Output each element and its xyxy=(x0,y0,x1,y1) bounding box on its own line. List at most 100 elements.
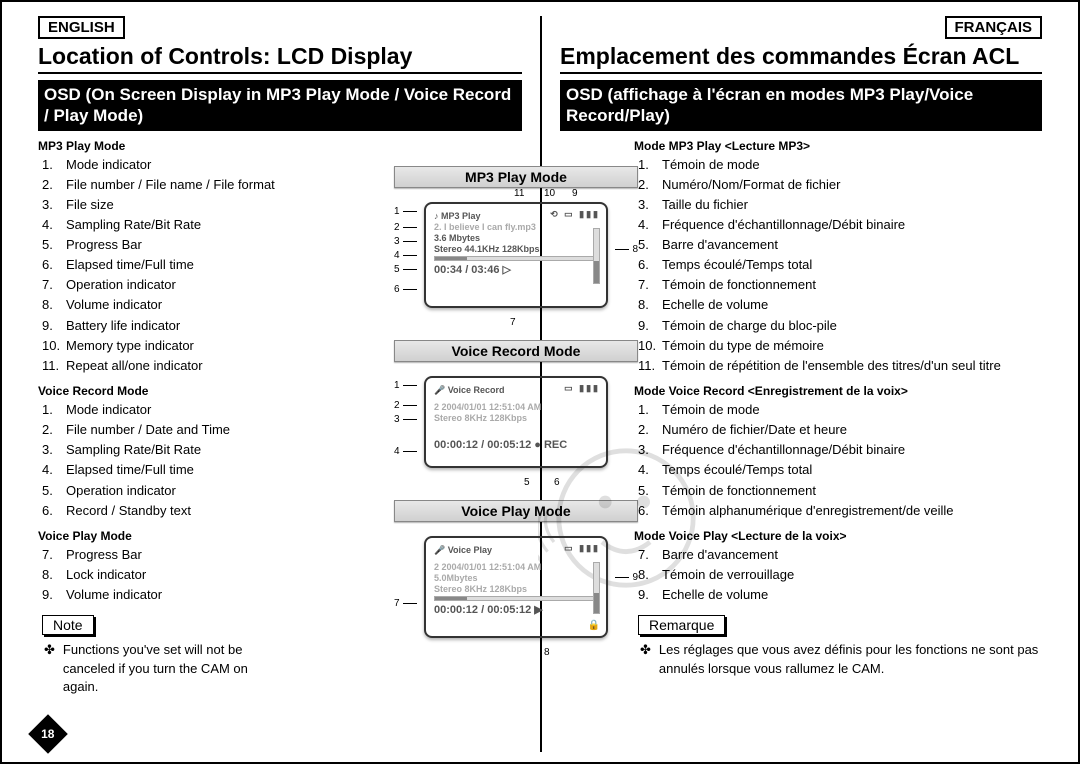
callout: 7 xyxy=(510,317,516,328)
note-text-fr: Les réglages que vous avez définis pour … xyxy=(634,641,1042,677)
list-item: 11.Repeat all/one indicator xyxy=(42,356,276,376)
lcd-screen: ⟲ ▭ ▮▮▮ ♪ MP3 Play 2. I believe I can fl… xyxy=(424,202,608,308)
heading-mp3-fr: Mode MP3 Play <Lecture MP3> xyxy=(634,139,1042,153)
list-item: 6.Témoin alphanumérique d'enregistrement… xyxy=(638,501,1042,521)
lcd-rate: Stereo 44.1KHz 128Kbps xyxy=(434,244,598,254)
lcd-vplay: 7 9 8 ▭ ▮▮▮ 🎤 Voice Play 2 2004/01/01 12… xyxy=(394,528,638,654)
list-item: 3.File size xyxy=(42,195,276,215)
callout: 5 xyxy=(524,477,530,488)
callout: 4 xyxy=(394,446,417,457)
list-item: 2.Numéro/Nom/Format de fichier xyxy=(638,175,1042,195)
title-fr: Emplacement des commandes Écran ACL xyxy=(560,43,1042,74)
heading-vplay-en: Voice Play Mode xyxy=(38,529,276,543)
note-text-en: Functions you've set will not be cancele… xyxy=(38,641,276,696)
list-item: 8.Témoin de verrouillage xyxy=(638,565,1042,585)
lcd-file: 2 2004/01/01 12:51:04 AM xyxy=(434,402,598,412)
list-item: 3.Fréquence d'échantillonnage/Débit bina… xyxy=(638,440,1042,460)
status-icons: ⟲ ▭ ▮▮▮ xyxy=(550,209,600,220)
callout: 9 xyxy=(615,572,638,583)
lcd-vrec: 1 2 3 4 5 6 ▭ ▮▮▮ 🎤 Voice Record 2 2004/… xyxy=(394,368,638,484)
list-item: 9.Volume indicator xyxy=(42,585,276,605)
callout: 6 xyxy=(554,477,560,488)
list-vrec-fr: 1.Témoin de mode2.Numéro de fichier/Date… xyxy=(638,400,1042,521)
list-vplay-fr: 7.Barre d'avancement8.Témoin de verrouil… xyxy=(638,545,1042,605)
list-item: 10.Memory type indicator xyxy=(42,336,276,356)
status-icons: ▭ ▮▮▮ xyxy=(564,383,600,394)
list-item: 11.Témoin de répétition de l'ensemble de… xyxy=(638,356,1042,376)
list-item: 1.Témoin de mode xyxy=(638,155,1042,175)
list-item: 5.Barre d'avancement xyxy=(638,235,1042,255)
note-label-en: Note xyxy=(42,615,94,635)
callout: 2 xyxy=(394,400,417,411)
list-item: 4.Sampling Rate/Bit Rate xyxy=(42,215,276,235)
heading-mp3-en: MP3 Play Mode xyxy=(38,139,276,153)
list-item: 5.Operation indicator xyxy=(42,481,276,501)
callout: 1 xyxy=(394,380,417,391)
list-item: 4.Temps écoulé/Temps total xyxy=(638,460,1042,480)
subtitle-en: OSD (On Screen Display in MP3 Play Mode … xyxy=(38,80,522,131)
callout: 3 xyxy=(394,414,417,425)
list-item: 8.Echelle de volume xyxy=(638,295,1042,315)
lcd-screen: ▭ ▮▮▮ 🎤 Voice Record 2 2004/01/01 12:51:… xyxy=(424,376,608,468)
lcd-rate: Stereo 8KHz 128Kbps xyxy=(434,413,598,423)
list-mp3-en: 1.Mode indicator2.File number / File nam… xyxy=(42,155,276,377)
list-item: 2.File number / Date and Time xyxy=(42,420,276,440)
list-item: 2.File number / File name / File format xyxy=(42,175,276,195)
list-item: 1.Mode indicator xyxy=(42,155,276,175)
list-mp3-fr: 1.Témoin de mode2.Numéro/Nom/Format de f… xyxy=(638,155,1042,377)
callout: 10 xyxy=(544,188,555,199)
lcd-mp3: 1 2 3 4 5 6 11 10 9 8 7 ⟲ ▭ ▮▮▮ ♪ MP3 Pl… xyxy=(394,194,638,324)
list-item: 7.Témoin de fonctionnement xyxy=(638,275,1042,295)
volume-bar xyxy=(593,228,600,284)
lcd-time: 00:34 / 03:46 ▷ xyxy=(434,263,598,276)
list-item: 2.Numéro de fichier/Date et heure xyxy=(638,420,1042,440)
lcd-size: 5.0Mbytes xyxy=(434,573,598,583)
list-item: 7.Progress Bar xyxy=(42,545,276,565)
list-item: 1.Témoin de mode xyxy=(638,400,1042,420)
list-item: 8.Lock indicator xyxy=(42,565,276,585)
dia-title-vrec: Voice Record Mode xyxy=(394,340,638,362)
list-item: 6.Temps écoulé/Temps total xyxy=(638,255,1042,275)
list-item: 6.Elapsed time/Full time xyxy=(42,255,276,275)
list-item: 7.Operation indicator xyxy=(42,275,276,295)
list-item: 4.Fréquence d'échantillonnage/Débit bina… xyxy=(638,215,1042,235)
lcd-screen: ▭ ▮▮▮ 🎤 Voice Play 2 2004/01/01 12:51:04… xyxy=(424,536,608,638)
lang-label-fr: FRANÇAIS xyxy=(945,16,1043,39)
heading-vrec-en: Voice Record Mode xyxy=(38,384,276,398)
lcd-rate: Stereo 8KHz 128Kbps xyxy=(434,584,598,594)
list-item: 9.Battery life indicator xyxy=(42,316,276,336)
list-item: 9.Témoin de charge du bloc-pile xyxy=(638,316,1042,336)
callout: 8 xyxy=(615,244,638,255)
callout: 3 xyxy=(394,236,417,247)
list-item: 1.Mode indicator xyxy=(42,400,276,420)
list-item: 5.Témoin de fonctionnement xyxy=(638,481,1042,501)
list-item: 7.Barre d'avancement xyxy=(638,545,1042,565)
callout: 6 xyxy=(394,284,417,295)
callout: 7 xyxy=(394,598,417,609)
list-vplay-en: 7.Progress Bar8.Lock indicator9.Volume i… xyxy=(42,545,276,605)
callout: 8 xyxy=(544,647,550,658)
center-diagrams: MP3 Play Mode 1 2 3 4 5 6 11 10 9 8 7 ⟲ … xyxy=(394,166,638,670)
callout: 9 xyxy=(572,188,578,199)
list-vrec-en: 1.Mode indicator2.File number / Date and… xyxy=(42,400,276,521)
lcd-size: 3.6 Mbytes xyxy=(434,233,598,243)
progress-bar xyxy=(434,256,598,261)
list-item: 3.Taille du fichier xyxy=(638,195,1042,215)
title-en: Location of Controls: LCD Display xyxy=(38,43,522,74)
lcd-time: 00:00:12 / 00:05:12 ▶ xyxy=(434,603,598,616)
callout: 4 xyxy=(394,250,417,261)
callout: 2 xyxy=(394,222,417,233)
callout: 11 xyxy=(514,188,524,199)
list-item: 5.Progress Bar xyxy=(42,235,276,255)
list-item: 3.Sampling Rate/Bit Rate xyxy=(42,440,276,460)
list-item: 10.Témoin du type de mémoire xyxy=(638,336,1042,356)
lcd-file: 2. I believe I can fly.mp3 xyxy=(434,222,598,232)
list-item: 8.Volume indicator xyxy=(42,295,276,315)
lcd-file: 2 2004/01/01 12:51:04 AM xyxy=(434,562,598,572)
dia-title-mp3: MP3 Play Mode xyxy=(394,166,638,188)
lang-label-en: ENGLISH xyxy=(38,16,125,39)
callout: 1 xyxy=(394,206,417,217)
lock-icon: 🔒 xyxy=(588,620,600,631)
list-item: 4.Elapsed time/Full time xyxy=(42,460,276,480)
lcd-time: 00:00:12 / 00:05:12 ● REC xyxy=(434,439,598,451)
